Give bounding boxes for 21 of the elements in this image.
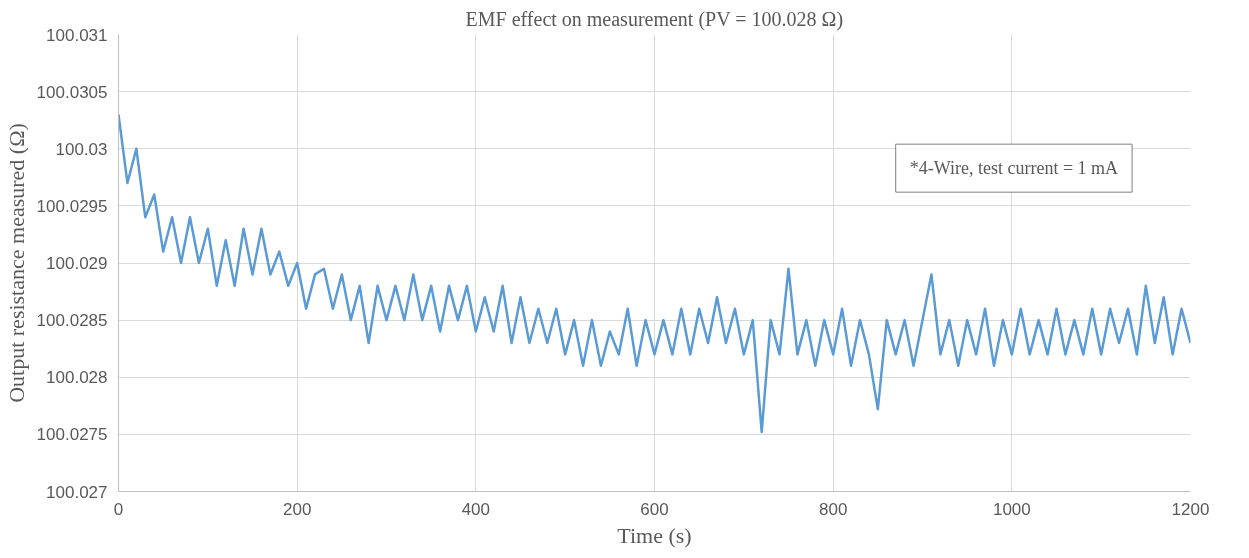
annotation: *4-Wire, test current = 1 mA — [909, 158, 1119, 179]
x-tick-label: 0 — [113, 499, 124, 519]
y-tick-label: 100.03 — [55, 139, 108, 159]
y-axis-title: Output resistance measured (Ω) — [3, 123, 29, 403]
x-axis-title: Time (s) — [617, 522, 692, 548]
y-tick-label: 100.0295 — [36, 196, 108, 216]
y-tick-label: 100.029 — [46, 254, 108, 273]
x-tick-label: 800 — [818, 499, 848, 519]
line-series — [118, 113, 1191, 434]
y-tick-label: 100.028 — [46, 368, 108, 388]
x-tick-label: 200 — [282, 499, 312, 519]
y-tick-label: 100.0285 — [36, 311, 108, 331]
x-tick-label: 400 — [461, 499, 491, 519]
x-tick-label: 1000 — [992, 499, 1031, 519]
y-tick-label: 100.0275 — [36, 425, 108, 445]
x-tick-label: 600 — [640, 499, 669, 519]
chart-title: EMF effect on measurement (PV = 100.028 Ω) — [465, 7, 844, 31]
y-tick-label: 100.0305 — [36, 82, 108, 102]
x-tick-label: 1200 — [1171, 499, 1210, 519]
y-tick-label: 100.027 — [46, 482, 108, 502]
y-tick-label: 100.031 — [46, 25, 108, 45]
